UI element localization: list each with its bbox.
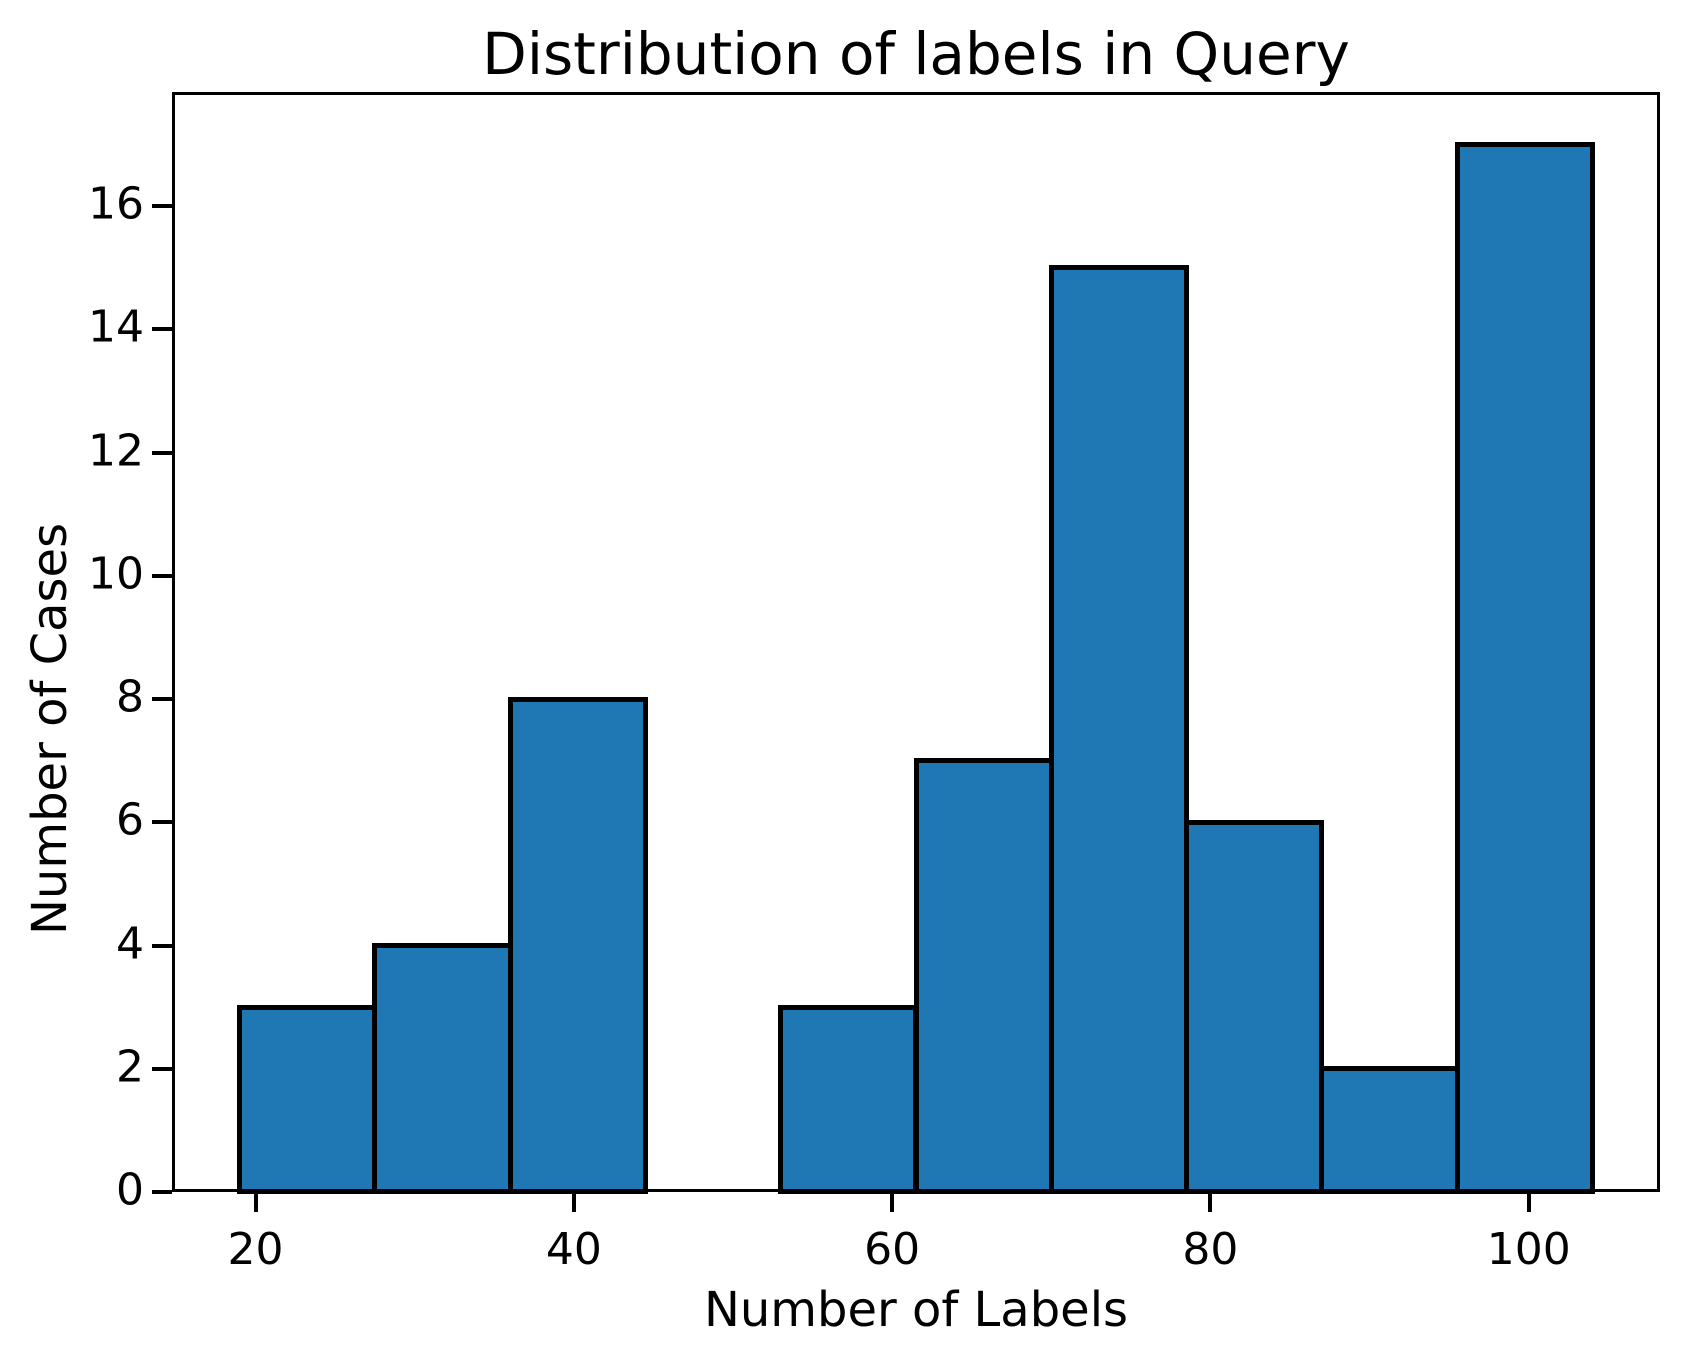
histogram-bar xyxy=(1184,819,1325,1195)
y-tick-label: 2 xyxy=(116,1041,144,1093)
y-axis-tick xyxy=(152,1190,172,1194)
y-axis-tick xyxy=(152,943,172,948)
y-axis-label: Number of Cases xyxy=(22,522,78,935)
histogram-bar xyxy=(372,943,513,1195)
x-axis-tick xyxy=(1526,1192,1531,1212)
chart-title: Distribution of labels in Query xyxy=(482,20,1350,88)
x-axis-tick xyxy=(890,1192,895,1212)
y-tick-label: 6 xyxy=(116,794,144,846)
histogram-bar xyxy=(1454,141,1595,1195)
y-tick-label: 10 xyxy=(88,548,144,600)
histogram-bar xyxy=(913,758,1054,1195)
x-tick-label: 100 xyxy=(1486,1224,1571,1275)
y-axis-tick xyxy=(152,450,172,455)
x-axis-tick xyxy=(253,1192,258,1212)
y-axis-tick xyxy=(152,573,172,578)
y-tick-label: 16 xyxy=(88,178,144,230)
y-tick-label: 12 xyxy=(88,424,144,476)
plot-frame xyxy=(172,92,1660,1192)
x-axis-tick xyxy=(1208,1192,1213,1212)
y-tick-label: 4 xyxy=(116,917,144,969)
x-tick-label: 20 xyxy=(227,1224,284,1275)
x-tick-label: 80 xyxy=(1182,1224,1239,1275)
y-tick-label: 8 xyxy=(116,671,144,723)
histogram-bar xyxy=(237,1004,378,1195)
y-axis-tick xyxy=(152,1066,172,1071)
y-axis-tick xyxy=(152,697,172,701)
y-tick-label: 0 xyxy=(116,1164,144,1216)
y-axis-tick xyxy=(152,204,172,208)
x-axis-tick xyxy=(571,1192,576,1212)
x-tick-label: 60 xyxy=(864,1224,921,1275)
x-tick-label: 40 xyxy=(545,1224,602,1275)
histogram-bar xyxy=(1048,265,1190,1195)
y-axis-tick xyxy=(152,820,172,825)
x-axis-label: Number of Labels xyxy=(703,1282,1129,1338)
y-tick-label: 14 xyxy=(88,301,144,353)
histogram-bar xyxy=(1319,1066,1460,1195)
y-axis-tick xyxy=(152,327,172,332)
